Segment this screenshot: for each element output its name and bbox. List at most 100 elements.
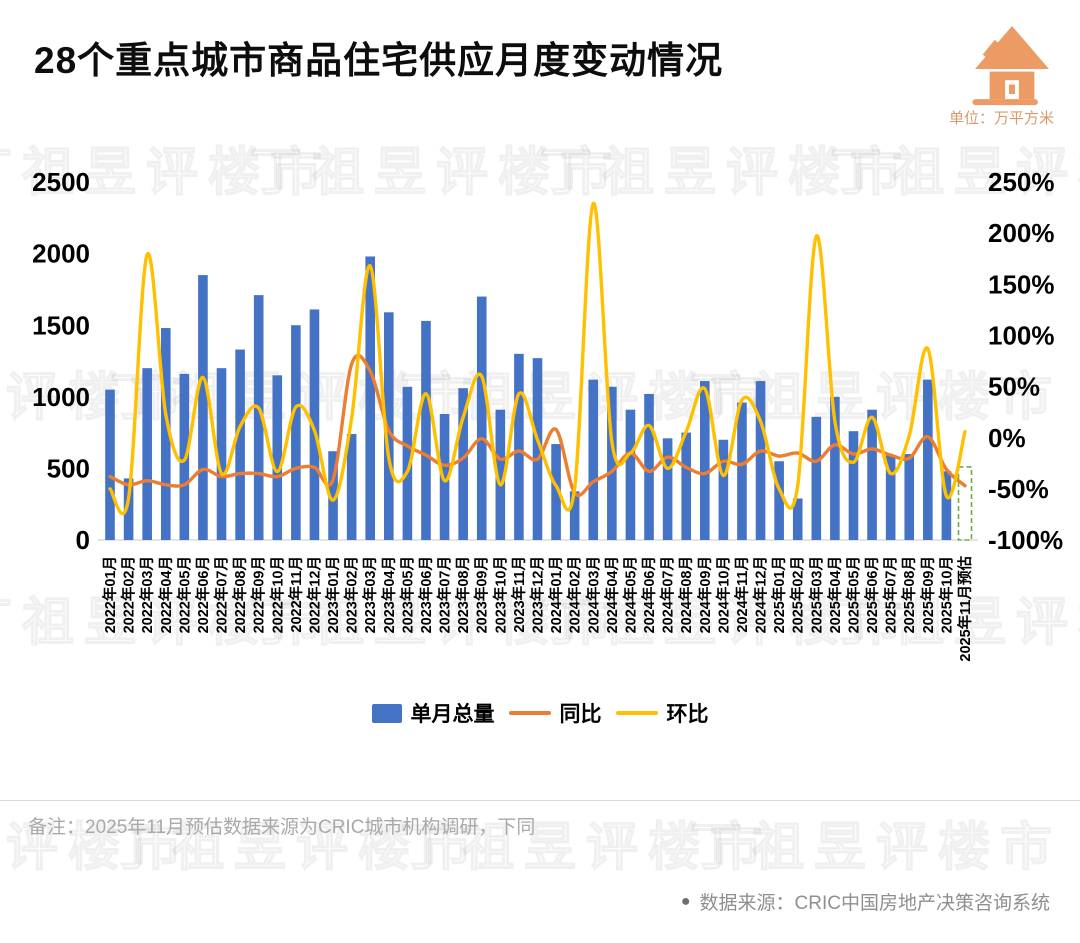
- x-axis-label: 2025年05月: [844, 556, 862, 633]
- watermark-text: 丁祖昱评楼市: [0, 368, 193, 427]
- house-logo-icon: [972, 26, 1049, 106]
- supply-bar: [123, 478, 134, 540]
- supply-bar: [402, 386, 413, 540]
- watermark-text: 丁祖昱评楼市: [249, 143, 623, 202]
- legend-bar-label: 单月总量: [410, 703, 495, 726]
- legend-item-supply: 单月总量: [371, 698, 495, 728]
- x-axis-label: 2024年03月: [584, 556, 602, 633]
- supply-bar: [421, 320, 431, 540]
- unit-label: 单位：万平方米: [948, 110, 1054, 127]
- left-axis-tick: 1000: [32, 382, 90, 412]
- watermark-text: 丁祖昱评楼市: [109, 368, 483, 427]
- watermark-text: 丁祖昱评楼市: [539, 143, 913, 202]
- supply-bar: [755, 381, 766, 540]
- supply-bar: [718, 439, 729, 540]
- supply-bar: [774, 461, 784, 540]
- watermark-text: 丁祖昱评楼市: [539, 593, 913, 652]
- supply-bar: [941, 471, 952, 540]
- supply-bar: [160, 328, 171, 540]
- watermark-text: 丁祖昱评楼市: [829, 143, 1080, 202]
- supply-bar: [904, 454, 915, 540]
- x-axis-label: 2025年02月: [789, 556, 807, 633]
- watermark-text: 丁祖昱评楼市: [249, 593, 623, 652]
- right-axis-tick: 150%: [988, 269, 1055, 299]
- x-axis-label: 2022年05月: [175, 556, 193, 633]
- left-axis-tick: 1500: [32, 310, 90, 340]
- page-title: 28个重点城市商品住宅供应月度变动情况: [34, 40, 724, 81]
- supply-bar: [848, 431, 859, 540]
- x-axis-label: 2024年11月: [733, 556, 751, 633]
- left-axis-tick: 2000: [32, 239, 90, 269]
- x-axis-label: 2024年07月: [659, 556, 677, 633]
- supply-bar: [216, 368, 227, 540]
- yoy-line: [108, 353, 967, 498]
- supply-bar: [514, 353, 524, 540]
- supply-bar: [532, 358, 543, 540]
- supply-bar: [625, 409, 636, 540]
- supply-bar: [309, 309, 320, 540]
- supply-bar: [681, 432, 691, 540]
- supply-bar: [253, 295, 264, 540]
- supply-bar: [662, 438, 673, 540]
- supply-bar: [439, 413, 450, 540]
- supply-bar: [830, 396, 840, 540]
- x-axis-label: 2025年10月: [937, 556, 955, 633]
- supply-bar: [291, 325, 301, 540]
- left-axis-tick: 500: [47, 454, 90, 484]
- x-axis-label: 2023年10月: [491, 556, 509, 633]
- legend-mom-line-swatch: [615, 711, 658, 715]
- x-axis-label: 2023年05月: [398, 556, 416, 633]
- supply-bar: [458, 388, 468, 540]
- supply-bar: [142, 368, 152, 540]
- right-axis-tick: 50%: [988, 372, 1040, 402]
- supply-bar: [607, 386, 617, 540]
- x-axis-label: 2024年04月: [603, 556, 621, 633]
- x-axis-label: 2024年06月: [640, 556, 658, 633]
- right-axis-tick: 200%: [988, 218, 1055, 248]
- x-axis-label: 2023年03月: [361, 556, 379, 633]
- x-axis-label: 2025年01月: [770, 556, 788, 633]
- supply-bar: [644, 393, 654, 540]
- left-axis-tick: 2500: [32, 167, 90, 197]
- x-axis-label: 2022年03月: [138, 556, 156, 633]
- x-axis-label: 2024年10月: [714, 556, 732, 633]
- supply-bar: [569, 491, 580, 540]
- x-axis-label: 2025年06月: [863, 556, 881, 633]
- x-axis-label: 2022年10月: [268, 556, 286, 633]
- x-axis-label: 2023年02月: [343, 556, 361, 633]
- estimate-bar: [957, 466, 973, 541]
- legend-mom-label: 环比: [666, 703, 709, 726]
- watermark-text: 丁祖昱评楼市: [689, 818, 1063, 877]
- legend-bar-swatch: [371, 703, 402, 723]
- watermark-text: 丁祖昱评楼市: [0, 593, 333, 652]
- x-axis-label: 2025年11月预估: [956, 556, 974, 662]
- supply-bar: [328, 451, 338, 540]
- right-axis-tick: 0%: [988, 423, 1026, 453]
- x-axis-label: 2023年09月: [473, 556, 491, 633]
- x-axis-label: 2022年01月: [101, 556, 119, 633]
- legend-item-yoy: 同比: [508, 698, 602, 728]
- supply-bar: [272, 375, 283, 540]
- supply-bar: [384, 312, 394, 540]
- right-axis-tick: 100%: [988, 321, 1055, 351]
- data-source-text: 数据来源：CRIC中国房地产决策咨询系统: [699, 893, 1050, 914]
- supply-bar: [867, 409, 877, 540]
- x-axis-label: 2023年12月: [529, 556, 547, 633]
- right-axis-tick: -100%: [988, 525, 1063, 555]
- supply-bar: [699, 381, 710, 540]
- supply-bar: [235, 349, 245, 540]
- watermark-text: 丁祖昱评楼市: [0, 143, 333, 202]
- watermark-text: 丁祖昱评楼市: [829, 593, 1080, 652]
- bullet-icon: ●: [680, 892, 691, 910]
- x-axis-label: 2025年04月: [826, 556, 844, 633]
- supply-bar: [551, 444, 561, 540]
- x-axis-label: 2024年08月: [677, 556, 695, 633]
- supply-bar: [792, 498, 803, 540]
- x-axis-label: 2022年06月: [194, 556, 212, 633]
- supply-bar: [588, 379, 599, 540]
- x-axis-label: 2023年07月: [436, 556, 454, 633]
- x-axis-label: 2023年01月: [324, 556, 342, 633]
- supply-bar: [885, 455, 896, 540]
